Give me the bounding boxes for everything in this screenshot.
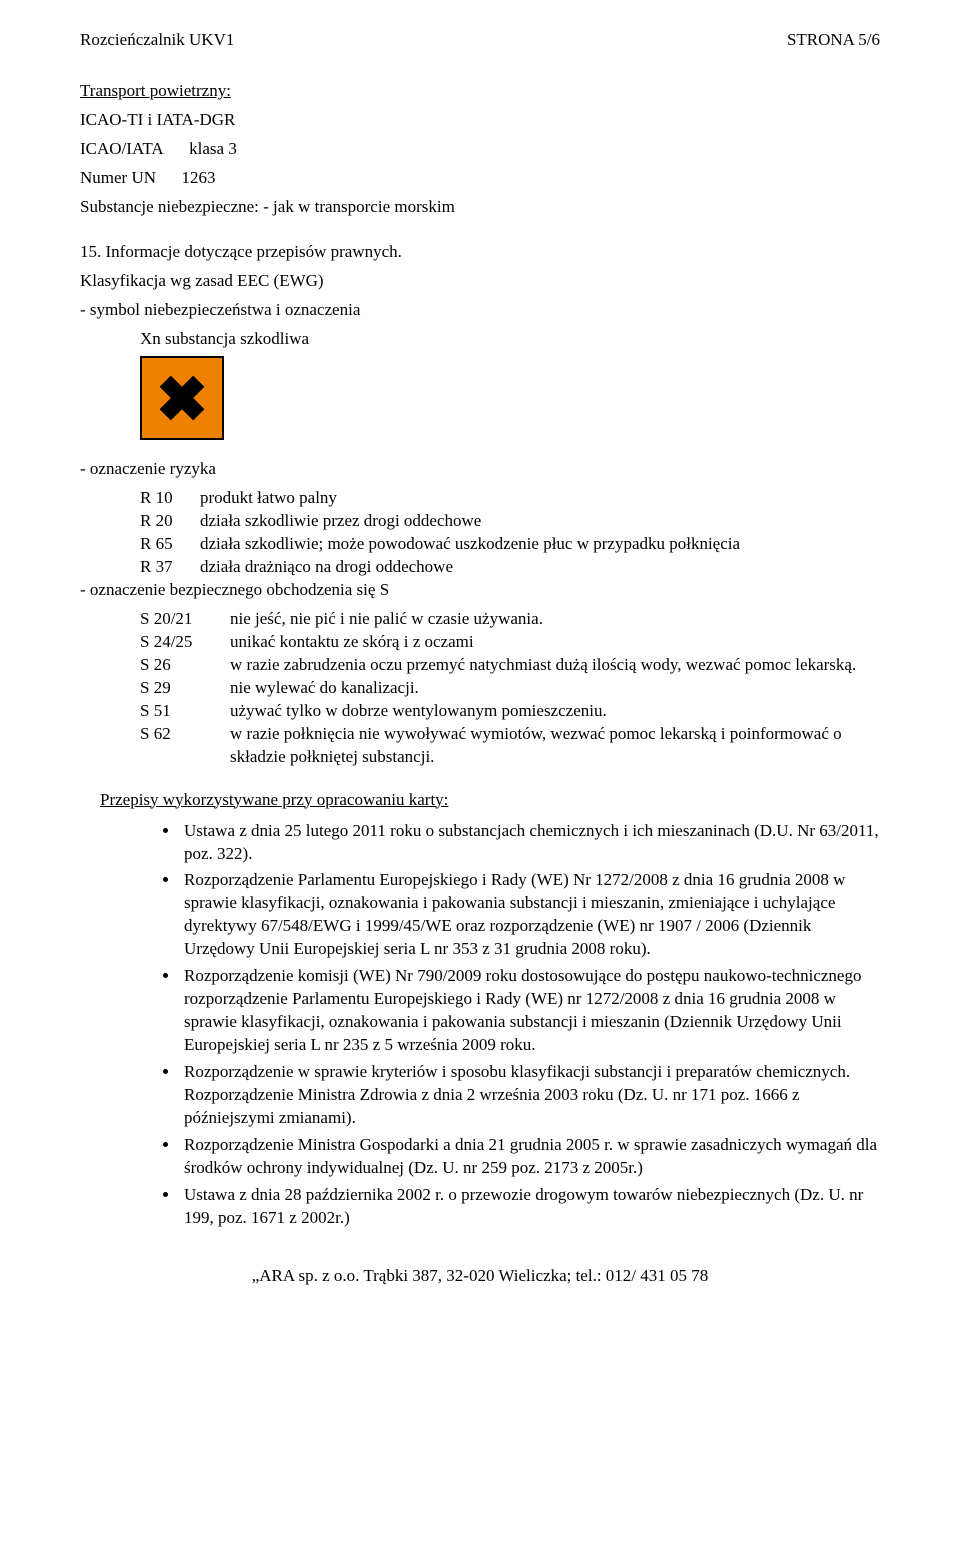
risk-heading: - oznaczenie ryzyka [80,458,880,481]
page-footer: „ARA sp. z o.o. Trąbki 387, 32-020 Wieli… [80,1266,880,1286]
section-15: 15. Informacje dotyczące przepisów prawn… [80,241,880,1230]
s-code: S 51 [140,700,230,723]
classif-line2: - symbol niebezpieczeństwa i oznaczenia [80,299,880,322]
s-text: w razie zabrudzenia oczu przemyć natychm… [230,654,880,677]
r-row: R 65działa szkodliwie; może powodować us… [140,533,880,556]
s-row: S 51używać tylko w dobrze wentylowanym p… [140,700,880,723]
r-code: R 65 [140,533,200,556]
transport-line2: ICAO/IATA klasa 3 [80,138,880,161]
hazard-symbol [140,356,224,440]
s-rows-container: S 20/21nie jeść, nie pić i nie palić w c… [80,608,880,769]
r-code: R 37 [140,556,200,579]
s-row: S 29nie wylewać do kanalizacji. [140,677,880,700]
transport-section: Transport powietrzny: ICAO-TI i IATA-DGR… [80,80,880,219]
s-code: S 24/25 [140,631,230,654]
sec15-heading: 15. Informacje dotyczące przepisów prawn… [80,241,880,264]
list-item: Rozporządzenie w sprawie kryteriów i spo… [180,1061,880,1130]
r-code: R 20 [140,510,200,533]
r-row: R 37działa drażniąco na drogi oddechowe [140,556,880,579]
s-row: S 20/21nie jeść, nie pić i nie palić w c… [140,608,880,631]
transport-line3-value: 1263 [182,168,216,187]
r-code: R 10 [140,487,200,510]
page-header: Rozcieńczalnik UKV1 STRONA 5/6 [80,30,880,50]
s-text: nie wylewać do kanalizacji. [230,677,880,700]
s-row: S 24/25unikać kontaktu ze skórą i z ocza… [140,631,880,654]
r-row: R 10produkt łatwo palny [140,487,880,510]
list-item: Ustawa z dnia 25 lutego 2011 roku o subs… [180,820,880,866]
list-item: Rozporządzenie Ministra Gospodarki a dni… [180,1134,880,1180]
s-text: używać tylko w dobrze wentylowanym pomie… [230,700,880,723]
transport-line3-label: Numer UN [80,168,156,187]
przepisy-list: Ustawa z dnia 25 lutego 2011 roku o subs… [80,820,880,1230]
harmful-cross-icon [154,370,210,426]
r-row: R 20działa szkodliwie przez drogi oddech… [140,510,880,533]
header-title-left: Rozcieńczalnik UKV1 [80,30,234,50]
header-title-right: STRONA 5/6 [787,30,880,50]
transport-line3: Numer UN 1263 [80,167,880,190]
s-code: S 26 [140,654,230,677]
list-item: Rozporządzenie komisji (WE) Nr 790/2009 … [180,965,880,1057]
transport-line2-value: klasa 3 [189,139,237,158]
przepisy-heading: Przepisy wykorzystywane przy opracowaniu… [100,789,880,812]
r-text: działa drażniąco na drogi oddechowe [200,556,453,579]
transport-line1: ICAO-TI i IATA-DGR [80,109,880,132]
r-rows-container: R 10produkt łatwo palnyR 20działa szkodl… [80,487,880,579]
list-item: Rozporządzenie Parlamentu Europejskiego … [180,869,880,961]
classif-line3: Xn substancja szkodliwa [140,328,880,351]
s-row: S 26w razie zabrudzenia oczu przemyć nat… [140,654,880,677]
s-row: S 62w razie połknięcia nie wywoływać wym… [140,723,880,769]
transport-line4: Substancje niebezpieczne: - jak w transp… [80,196,880,219]
r-text: działa szkodliwie; może powodować uszkod… [200,533,740,556]
s-code: S 29 [140,677,230,700]
transport-line2-label: ICAO/IATA [80,139,164,158]
s-text: w razie połknięcia nie wywoływać wymiotó… [230,723,880,769]
classif-line1: Klasyfikacja wg zasad EEC (EWG) [80,270,880,293]
s-code: S 62 [140,723,230,769]
list-item: Ustawa z dnia 28 października 2002 r. o … [180,1184,880,1230]
s-text: unikać kontaktu ze skórą i z oczami [230,631,880,654]
transport-heading: Transport powietrzny: [80,80,880,103]
r-text: produkt łatwo palny [200,487,337,510]
s-code: S 20/21 [140,608,230,631]
safe-heading: - oznaczenie bezpiecznego obchodzenia si… [80,579,880,602]
s-text: nie jeść, nie pić i nie palić w czasie u… [230,608,880,631]
r-text: działa szkodliwie przez drogi oddechowe [200,510,481,533]
